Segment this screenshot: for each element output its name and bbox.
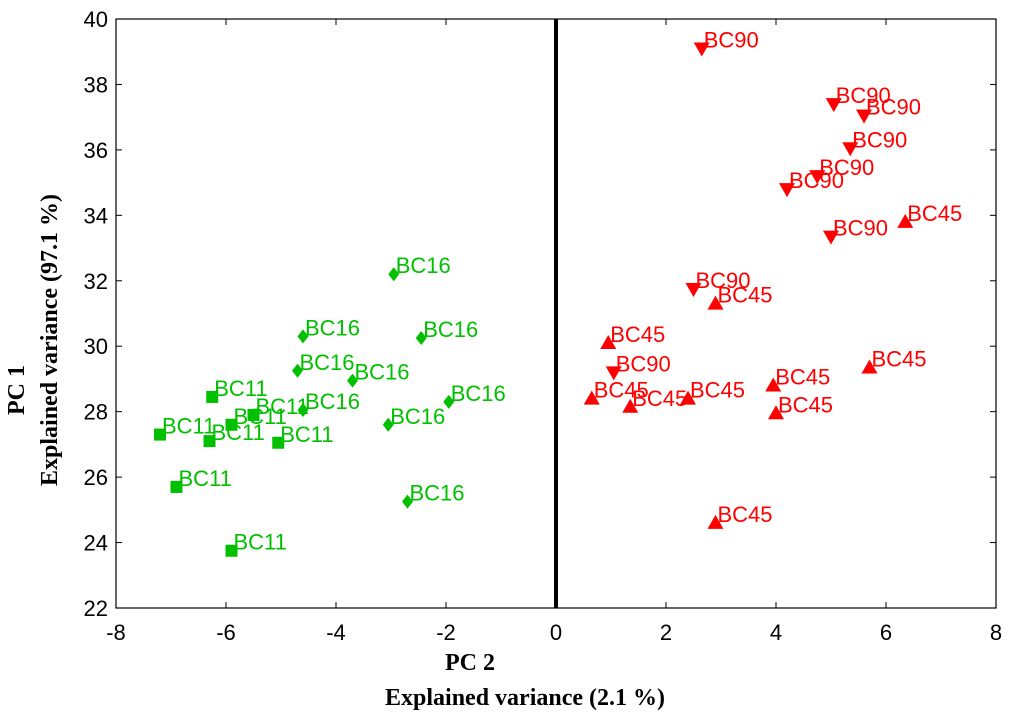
bc16-point bbox=[292, 363, 303, 378]
bc11-point bbox=[206, 390, 219, 403]
bc11-point-label: BC11 bbox=[162, 414, 215, 439]
bc45-point bbox=[768, 405, 784, 420]
bc11-point-label: BC11 bbox=[234, 404, 287, 429]
data-points bbox=[154, 42, 914, 557]
bc90-point bbox=[823, 230, 839, 245]
bc11-point bbox=[203, 435, 216, 448]
x-tick-label: -2 bbox=[436, 620, 456, 645]
x-axis-title: PC 2 bbox=[445, 650, 495, 676]
x-tick-label: 4 bbox=[770, 620, 782, 645]
bc16-point bbox=[297, 329, 309, 344]
bc45-point-label: BC45 bbox=[610, 322, 665, 347]
bc16-point-label: BC16 bbox=[423, 317, 478, 342]
bc11-point-label: BC11 bbox=[234, 530, 287, 555]
bc45-point bbox=[622, 398, 639, 413]
y-tick-label: 22 bbox=[84, 596, 108, 621]
bc16-point bbox=[347, 373, 358, 388]
bc45-point-label: BC45 bbox=[907, 201, 962, 226]
y-tick-label: 38 bbox=[84, 72, 108, 97]
bc11-point-label: BC11 bbox=[256, 394, 309, 419]
y-tick-label: 30 bbox=[84, 334, 108, 359]
bc90-point bbox=[685, 282, 702, 297]
bc90-point-label: BC90 bbox=[789, 168, 844, 193]
y-axis-title: PC 1 bbox=[4, 365, 30, 415]
bc16-point bbox=[382, 417, 394, 432]
bc90-point-label: BC90 bbox=[833, 216, 888, 241]
bc11-point-label: BC11 bbox=[280, 422, 333, 447]
bc90-point-label: BC90 bbox=[704, 27, 759, 52]
bc11-point-label: BC11 bbox=[179, 466, 232, 491]
x-tick-label: 0 bbox=[550, 620, 562, 645]
bc45-point-label: BC45 bbox=[718, 283, 773, 308]
bc45-point-label: BC45 bbox=[690, 378, 745, 403]
bc16-point-label: BC16 bbox=[390, 404, 445, 429]
bc90-point bbox=[825, 98, 842, 113]
bc11-point-label: BC11 bbox=[212, 420, 265, 445]
bc45-point bbox=[765, 377, 782, 392]
y-tick-label: 32 bbox=[84, 269, 108, 294]
bc45-point bbox=[707, 514, 724, 529]
bc45-point-label: BC45 bbox=[778, 392, 833, 417]
y-tick-label: 28 bbox=[84, 400, 108, 425]
bc16-point-label: BC16 bbox=[451, 381, 506, 406]
y-tick-label: 24 bbox=[84, 531, 108, 556]
bc90-point bbox=[856, 109, 872, 124]
y-tick-label: 36 bbox=[84, 138, 108, 163]
bc45-point bbox=[600, 334, 617, 349]
bc90-point bbox=[779, 183, 795, 198]
bc16-point-label: BC16 bbox=[305, 389, 360, 414]
bc90-point bbox=[693, 42, 710, 57]
bc11-point bbox=[225, 418, 238, 431]
bc16-point bbox=[388, 267, 400, 282]
bc90-point-label: BC90 bbox=[836, 83, 891, 108]
bc45-point bbox=[680, 390, 696, 405]
x-tick-label: -6 bbox=[216, 620, 236, 645]
bc16-point bbox=[443, 394, 455, 409]
bc11-point bbox=[247, 408, 260, 421]
bc11-point bbox=[154, 428, 166, 441]
bc45-point bbox=[707, 295, 724, 310]
bc16-point-label: BC16 bbox=[300, 350, 355, 375]
bc90-point bbox=[809, 170, 826, 185]
bc16-point bbox=[402, 494, 413, 509]
y-axis-subtitle: Explained variance (97.1 %) bbox=[37, 194, 63, 486]
x-tick-label: -4 bbox=[326, 620, 346, 645]
x-tick-label: 8 bbox=[990, 620, 1002, 645]
bc16-point-label: BC16 bbox=[355, 360, 410, 385]
bc90-point-label: BC90 bbox=[616, 351, 671, 376]
bc45-point-label: BC45 bbox=[872, 346, 927, 371]
bc11-point-label: BC11 bbox=[214, 376, 267, 401]
bc45-point-label: BC45 bbox=[775, 364, 830, 389]
bc45-point bbox=[897, 213, 914, 228]
bc11-point bbox=[225, 544, 238, 557]
bc45-point bbox=[861, 359, 878, 374]
bc90-point bbox=[842, 142, 859, 157]
bc90-point-label: BC90 bbox=[819, 155, 874, 180]
x-tick-label: 2 bbox=[660, 620, 672, 645]
bc90-point-label: BC90 bbox=[866, 95, 921, 120]
bc45-point bbox=[583, 390, 600, 405]
bc45-point-label: BC45 bbox=[594, 378, 649, 403]
bc16-point-label: BC16 bbox=[410, 481, 465, 506]
bc11-point bbox=[272, 436, 285, 449]
x-tick-label: 6 bbox=[880, 620, 892, 645]
bc45-point-label: BC45 bbox=[632, 386, 687, 411]
point-labels: BC11BC11BC11BC11BC11BC11BC11BC11BC16BC16… bbox=[162, 27, 962, 554]
bc16-point-label: BC16 bbox=[396, 253, 451, 278]
y-tick-label: 40 bbox=[84, 7, 108, 32]
y-tick-label: 34 bbox=[84, 203, 108, 228]
x-axis-subtitle: Explained variance (2.1 %) bbox=[385, 685, 665, 711]
bc16-point bbox=[415, 331, 427, 346]
x-tick-label: -8 bbox=[106, 620, 126, 645]
bc90-point bbox=[605, 366, 622, 381]
bc16-point-label: BC16 bbox=[305, 315, 360, 340]
bc11-point bbox=[170, 480, 183, 493]
bc90-point-label: BC90 bbox=[852, 127, 907, 152]
bc90-point-label: BC90 bbox=[696, 268, 751, 293]
bc16-point bbox=[297, 403, 309, 418]
y-tick-label: 26 bbox=[84, 465, 108, 490]
bc45-point-label: BC45 bbox=[718, 502, 773, 527]
